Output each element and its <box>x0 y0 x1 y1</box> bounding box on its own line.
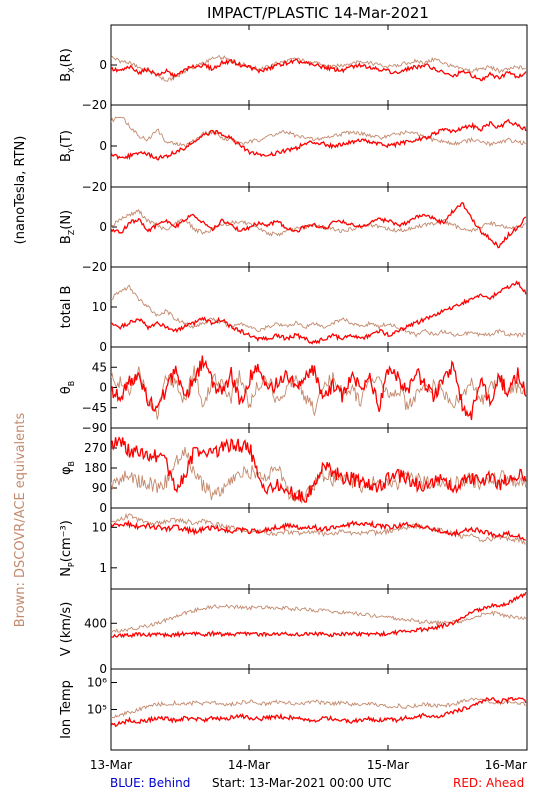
series-ahead-2 <box>111 201 527 249</box>
side-label-brown: Brown: DSCOVR/ACE equivalents <box>13 413 28 628</box>
y-tick-label-5-2: 90 <box>92 481 107 495</box>
series-ahead-3 <box>111 280 527 345</box>
x-tick-label-0: 13-Mar <box>90 758 132 772</box>
start-time-label: Start: 13-Mar-2021 00:00 UTC <box>212 776 392 790</box>
series-ahead-6 <box>111 519 527 541</box>
y-tick-label-5-1: 180 <box>84 461 107 475</box>
panel-5: 270 180 90 0 φB <box>59 427 528 515</box>
y-tick-label-1-0: 0 <box>99 139 107 153</box>
series-equiv-3 <box>111 284 526 338</box>
y-label-0: BX(R) <box>59 48 76 82</box>
y-tick-label-7-0: 400 <box>84 616 107 630</box>
y-label-4: θB <box>59 381 76 394</box>
series-ahead-0 <box>111 58 527 82</box>
panel-0: 0 −20 BX(R) <box>59 24 528 112</box>
y-tick-label-4-2: −45 <box>82 401 107 415</box>
y-label-8: Ion Temp <box>59 680 74 739</box>
panel-frame-7 <box>110 588 528 670</box>
x-tick-label-3: 16-Mar <box>485 758 527 772</box>
y-tick-label-4-3: −90 <box>82 421 107 435</box>
y-tick-label-5-3: 0 <box>99 501 107 515</box>
panel-3: 10 0 total B <box>59 266 528 354</box>
side-label-units: (nanoTesla, RTN) <box>13 136 28 245</box>
y-label-2: BZ(N) <box>59 210 76 244</box>
panel-frame-3 <box>110 266 528 348</box>
series-equiv-2 <box>111 208 526 237</box>
panel-6: 10 1 NP(cm⁻³) <box>59 507 528 590</box>
y-tick-label-0-0: 0 <box>99 58 107 72</box>
panel-8: 10⁶ 10⁵ Ion Temp <box>59 668 528 751</box>
panel-frame-6 <box>110 507 528 590</box>
series-ahead-5 <box>111 436 527 503</box>
panel-frame-1 <box>110 104 528 188</box>
x-tick-label-1: 14-Mar <box>228 758 270 772</box>
series-ahead-4 <box>111 355 527 421</box>
panel-4: 45 0 −45 −90 θB <box>59 346 528 435</box>
y-tick-label-4-0: 45 <box>92 360 107 374</box>
y-label-5: φB <box>59 461 76 475</box>
y-label-6: NP(cm⁻³) <box>59 520 76 577</box>
y-tick-label-2-0: 0 <box>99 220 107 234</box>
y-tick-label-2-1: −20 <box>82 260 107 274</box>
y-tick-label-7-1: 0 <box>99 662 107 676</box>
panel-2: 0 −20 BZ(N) <box>59 186 528 274</box>
y-tick-label-4-1: 0 <box>99 381 107 395</box>
panel-1: 0 −20 BY(T) <box>59 104 528 194</box>
legend-behind: BLUE: Behind <box>110 776 190 790</box>
chart-title: IMPACT/PLASTIC 14-Mar-2021 <box>207 4 429 22</box>
y-tick-label-1-1: −20 <box>82 180 107 194</box>
y-tick-label-6-1: 1 <box>99 561 107 575</box>
y-tick-label-8-1: 10⁵ <box>87 703 107 717</box>
panel-frame-8 <box>110 668 528 751</box>
y-tick-label-3-0: 10 <box>92 300 107 314</box>
y-tick-label-0-1: −20 <box>82 98 107 112</box>
x-tick-label-2: 15-Mar <box>367 758 409 772</box>
series-equiv-1 <box>111 116 526 148</box>
y-tick-label-5-0: 270 <box>84 441 107 455</box>
series-equiv-0 <box>111 54 526 83</box>
legend-ahead: RED: Ahead <box>453 776 524 790</box>
series-equiv-4 <box>111 365 527 420</box>
y-tick-label-8-0: 10⁶ <box>87 676 107 690</box>
series-ahead-1 <box>111 118 527 161</box>
series-equiv-8 <box>111 697 526 719</box>
series-ahead-8 <box>111 696 527 728</box>
y-label-3: total B <box>59 286 74 329</box>
series-equiv-6 <box>111 512 526 545</box>
panel-7: 400 0 V (km/s) <box>59 588 528 676</box>
y-label-1: BY(T) <box>59 130 76 162</box>
y-tick-label-6-0: 10 <box>92 520 107 534</box>
y-label-7: V (km/s) <box>59 602 74 657</box>
series-equiv-5 <box>111 446 527 505</box>
series-ahead-7 <box>111 592 527 639</box>
y-tick-label-3-1: 0 <box>99 340 107 354</box>
